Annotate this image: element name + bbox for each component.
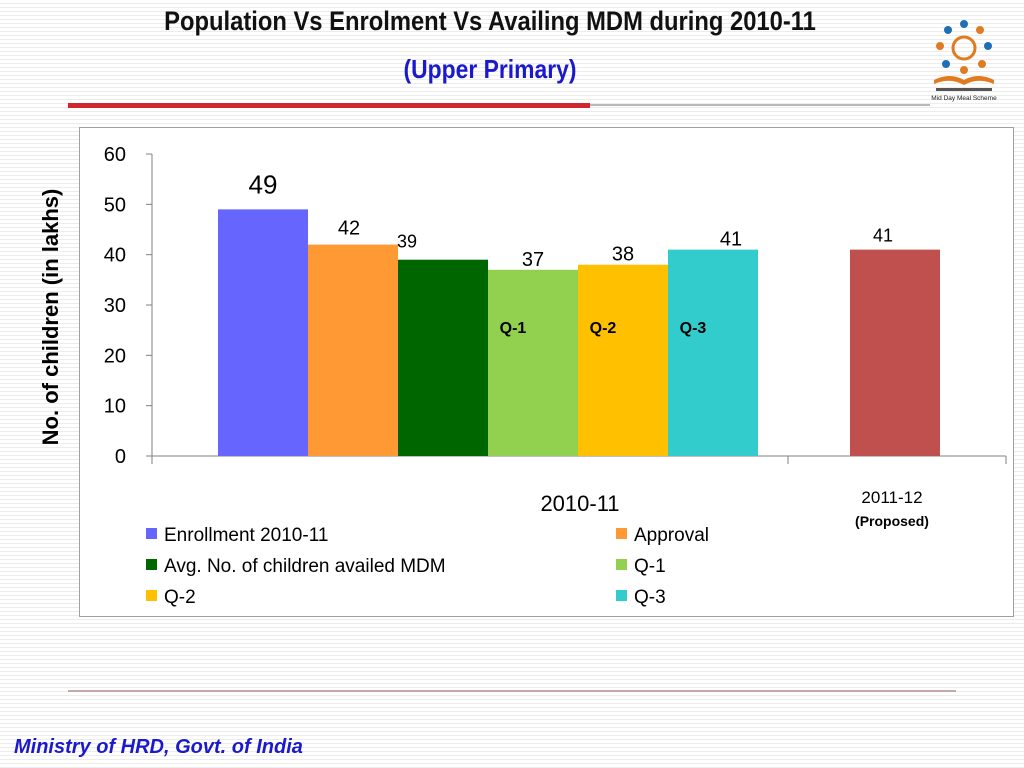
y-tick-label: 50 bbox=[104, 194, 126, 216]
x-category-sublabel: (Proposed) bbox=[855, 513, 929, 529]
legend-swatch bbox=[616, 528, 627, 539]
y-tick-label: 60 bbox=[104, 144, 126, 166]
legend-swatch bbox=[616, 590, 627, 601]
data-label: 42 bbox=[338, 218, 360, 240]
bar-q-2 bbox=[578, 264, 668, 456]
legend-label: Q-3 bbox=[634, 587, 666, 608]
bar-avg-no-of-children-availed-mdm bbox=[398, 259, 488, 456]
page-title: Population Vs Enrolment Vs Availing MDM … bbox=[164, 6, 816, 36]
legend-label: Enrollment 2010-11 bbox=[164, 525, 328, 546]
legend-swatch bbox=[146, 559, 157, 570]
legend-label: Avg. No. of children availed MDM bbox=[164, 556, 446, 577]
bar-approval bbox=[308, 244, 398, 456]
bar-inner-label: Q-1 bbox=[500, 320, 527, 337]
bar-inner-label: Q-3 bbox=[680, 320, 707, 337]
bar-inner-label: Q-2 bbox=[590, 320, 617, 337]
title-underline-grey bbox=[590, 104, 930, 106]
logo-figures-icon bbox=[936, 20, 992, 74]
data-label: 37 bbox=[522, 249, 544, 271]
logo-book-icon bbox=[934, 76, 994, 85]
page-subtitle: (Upper Primary) bbox=[403, 54, 577, 84]
title-underline bbox=[68, 103, 590, 108]
bar-q-1 bbox=[488, 269, 578, 456]
legend-swatch bbox=[146, 590, 157, 601]
data-label: 49 bbox=[249, 169, 278, 199]
footer-rule bbox=[68, 690, 956, 692]
y-tick-label: 10 bbox=[104, 396, 126, 418]
legend-label: Approval bbox=[634, 525, 709, 546]
legend-swatch bbox=[616, 559, 627, 570]
logo-caption: Mid Day Meal Scheme bbox=[931, 95, 997, 102]
bar-q-3 bbox=[668, 249, 758, 456]
data-label: 41 bbox=[720, 229, 742, 251]
y-tick-label: 30 bbox=[104, 295, 126, 317]
x-category-label: 2011-12 bbox=[861, 488, 922, 507]
footer-text: Ministry of HRD, Govt. of India bbox=[14, 736, 303, 758]
y-tick-label: 20 bbox=[104, 345, 126, 367]
legend-swatch bbox=[146, 528, 157, 539]
x-category-label: 2010-11 bbox=[540, 491, 619, 516]
legend-label: Q-1 bbox=[634, 556, 666, 577]
legend-label: Q-2 bbox=[164, 587, 196, 608]
data-label: 39 bbox=[397, 232, 417, 252]
bar-enrollment-2010-11 bbox=[218, 209, 308, 456]
y-tick-label: 0 bbox=[115, 446, 126, 468]
mdm-logo: Mid Day Meal Scheme bbox=[931, 20, 997, 102]
data-label: 41 bbox=[873, 226, 893, 246]
bar-proposed-2011-12 bbox=[850, 249, 940, 456]
y-tick-label: 40 bbox=[104, 245, 126, 267]
data-label: 38 bbox=[612, 244, 634, 266]
